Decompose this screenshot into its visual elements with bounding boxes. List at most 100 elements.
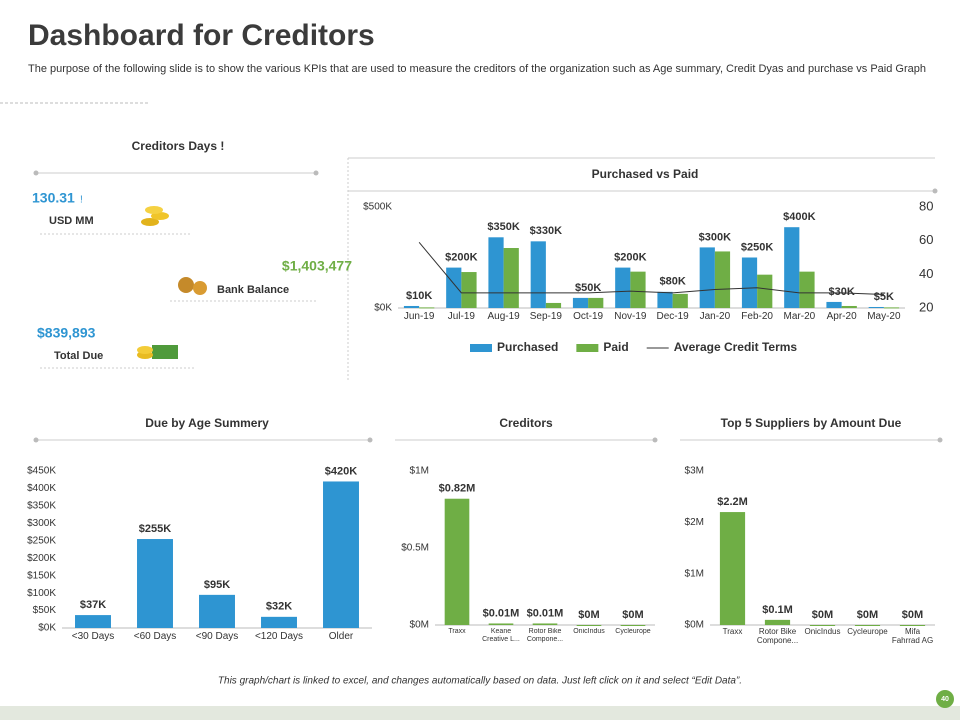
bar — [699, 247, 715, 308]
x-label-box: OnicIndus — [804, 628, 840, 636]
bar — [799, 271, 815, 308]
bar — [899, 625, 926, 626]
value-label: $200K — [614, 252, 646, 264]
value-label: $0M — [902, 609, 923, 621]
bar — [419, 307, 435, 309]
bar — [403, 305, 420, 308]
value-label: $255K — [139, 523, 171, 535]
kpi-value: 130.31 — [32, 190, 75, 206]
x-label-box: Jun-19 — [403, 311, 435, 322]
x-label-box: Mifa Fahrrad AG — [891, 628, 934, 645]
value-label: $37K — [80, 599, 106, 611]
value-label: $350K — [487, 221, 519, 233]
bar — [261, 616, 297, 628]
bar — [545, 302, 562, 308]
y2-tick-label: 80 — [919, 198, 933, 213]
x-label-box: Mar-20 — [784, 311, 816, 322]
y-tick-label: $50K — [33, 605, 57, 616]
bar — [883, 307, 900, 309]
value-label: $5K — [874, 291, 894, 303]
bar — [826, 301, 842, 308]
value-label: $0.82M — [439, 483, 476, 495]
chart-title: Purchased vs Paid — [592, 167, 699, 181]
x-label-box: Feb-20 — [741, 311, 773, 322]
bar — [588, 297, 604, 308]
x-label-box: Jul-19 — [447, 311, 475, 322]
value-label: $250K — [741, 241, 773, 253]
x-tick-label: Feb-20 — [741, 311, 773, 322]
chart-title: Due by Age Summery — [145, 416, 269, 430]
bar — [488, 623, 514, 625]
x-label-box: Cycleurope — [847, 628, 887, 636]
y-tick-label: $500K — [363, 202, 392, 213]
x-tick-label: Jun-19 — [403, 311, 435, 322]
x-label-box: Traxx — [448, 628, 466, 635]
x-tick-label: Keane Creative L... — [482, 628, 520, 643]
kpi-mark: ! — [80, 195, 83, 206]
chart-title: Top 5 Suppliers by Amount Due — [721, 416, 902, 430]
x-label-box: <30 Days — [71, 631, 115, 642]
legend-swatch — [470, 344, 492, 352]
x-tick-label: <90 Days — [195, 631, 239, 642]
bag-icon — [178, 277, 207, 295]
bar — [530, 241, 546, 308]
value-label: $0.1M — [762, 604, 793, 616]
x-tick-label: Jul-19 — [447, 311, 475, 322]
legend-label: Purchased — [497, 340, 558, 354]
x-label-box: <60 Days — [133, 631, 177, 642]
x-tick-label: Rotor Bike Compone... — [756, 628, 799, 645]
y-tick-label: $1M — [685, 568, 704, 579]
x-tick-label: Traxx — [448, 628, 466, 635]
value-label: $0M — [812, 609, 833, 621]
y-tick-label: $2M — [685, 517, 704, 528]
x-label-box: Keane Creative L... — [482, 628, 520, 643]
x-tick-label: Traxx — [722, 628, 743, 636]
page-badge — [936, 690, 954, 708]
x-tick-label: Mifa Fahrrad AG — [891, 628, 934, 645]
y-tick-label: $0K — [38, 623, 56, 634]
x-label-box: Rotor Bike Compone... — [756, 628, 799, 645]
value-label: $0M — [857, 609, 878, 621]
kpi-label: USD MM — [49, 215, 94, 227]
y2-tick-label: 40 — [919, 266, 933, 281]
value-label: $0.01M — [527, 607, 564, 619]
x-tick-label: Nov-19 — [614, 311, 647, 322]
x-tick-label: May-20 — [867, 311, 901, 322]
value-label: $330K — [530, 225, 562, 237]
x-tick-label: <120 Days — [254, 631, 304, 642]
coins-icon — [141, 206, 169, 226]
x-label-box: OnicIndus — [573, 628, 605, 635]
value-label: $0M — [622, 609, 643, 621]
y-tick-label: $350K — [27, 501, 56, 512]
bar — [323, 481, 359, 628]
bar — [784, 227, 800, 308]
bar — [809, 625, 836, 626]
bar — [741, 257, 758, 308]
bar — [572, 297, 589, 308]
line — [418, 242, 884, 296]
y-tick-label: $0.5M — [401, 543, 429, 554]
bar — [764, 619, 791, 625]
y-tick-label: $400K — [27, 483, 56, 494]
bar — [503, 248, 519, 308]
kpi-label: Bank Balance — [217, 284, 289, 296]
x-tick-label: Cycleurope — [615, 628, 651, 635]
x-label-box: Dec-19 — [657, 311, 689, 322]
bar — [719, 512, 746, 625]
x-tick-label: <60 Days — [133, 631, 177, 642]
y-tick-label: $100K — [27, 588, 56, 599]
subtitle: The purpose of the following slide is to… — [28, 63, 926, 75]
y-tick-label: $250K — [27, 535, 56, 546]
x-tick-label: <30 Days — [71, 631, 115, 642]
value-label: $2.2M — [717, 496, 748, 508]
bar — [714, 251, 731, 308]
kpi-label: Total Due — [54, 350, 103, 362]
value-label: $0.01M — [483, 607, 520, 619]
rule-dots — [33, 170, 943, 443]
kpi-title: Creditors Days ! — [132, 139, 225, 153]
y-tick-label: $0M — [685, 620, 704, 631]
bar — [854, 625, 881, 626]
bar — [532, 623, 558, 625]
y2-tick-label: 60 — [919, 232, 933, 247]
